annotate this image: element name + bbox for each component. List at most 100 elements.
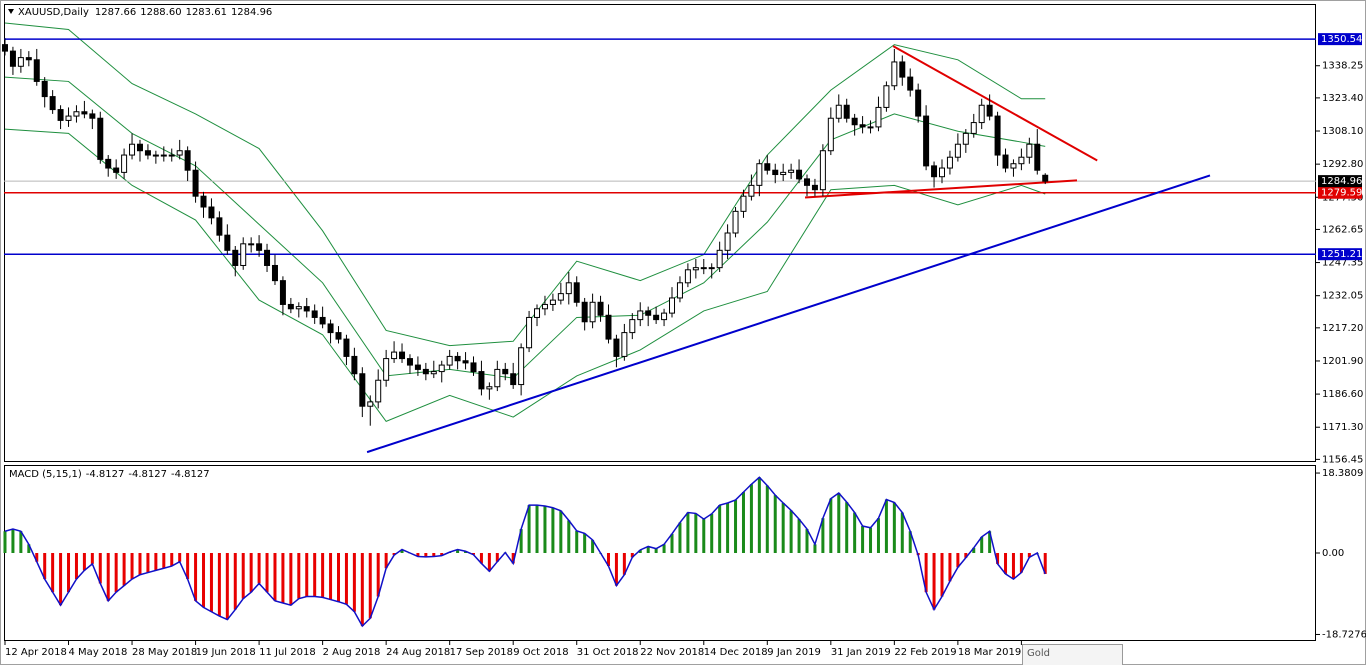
- macd-bar: [749, 484, 753, 553]
- x-tick-label: 14 Dec 2018: [704, 647, 768, 658]
- candle-body: [49, 96, 56, 111]
- candle-body: [923, 115, 930, 167]
- x-tick-label: 9 Oct 2018: [513, 647, 568, 658]
- macd-bar: [583, 533, 587, 553]
- macd-bar: [940, 553, 944, 597]
- candle-body: [256, 243, 263, 251]
- trendline: [892, 45, 1098, 162]
- candle-body: [335, 332, 342, 340]
- y-tick-label: -18.7276: [1322, 629, 1366, 640]
- candle-body: [351, 355, 358, 375]
- macd-bar: [908, 531, 912, 553]
- macd-bar: [257, 553, 261, 584]
- x-tick-label: 4 May 2018: [69, 647, 128, 658]
- macd-bar: [337, 553, 341, 602]
- macd-bar: [59, 553, 63, 606]
- macd-bar: [567, 520, 571, 553]
- macd-bar: [464, 551, 468, 553]
- candle-body: [470, 362, 477, 373]
- candle-body: [438, 364, 445, 373]
- macd-bar: [329, 553, 333, 600]
- candle-body: [573, 282, 580, 303]
- candle-body: [41, 80, 48, 98]
- macd-bar: [217, 553, 221, 617]
- macd-bar: [527, 505, 531, 553]
- macd-bar: [368, 553, 372, 619]
- candle-body: [931, 165, 938, 178]
- candle-body: [883, 85, 890, 108]
- macd-bar: [170, 553, 174, 567]
- candle-body: [700, 267, 707, 270]
- candle-body: [605, 314, 612, 340]
- y-tick-label: 1292.80: [1322, 159, 1363, 170]
- macd-bar: [686, 512, 690, 553]
- macd-bar: [972, 547, 976, 553]
- candle-body: [176, 150, 183, 156]
- level-label: 1350.54: [1321, 34, 1362, 45]
- macd-bar: [543, 506, 547, 553]
- macd-title: MACD (5,15,1): [9, 469, 82, 480]
- candle-body: [295, 306, 302, 310]
- macd-bar: [964, 553, 968, 558]
- candle-body: [661, 312, 668, 321]
- macd-bar: [892, 502, 896, 553]
- x-tick-label: 9 Jan 2019: [767, 647, 821, 658]
- macd-bar: [3, 531, 7, 553]
- macd-bar: [678, 522, 682, 553]
- candle-body: [208, 206, 215, 219]
- macd-bar: [67, 553, 71, 593]
- candle-body: [486, 386, 493, 390]
- macd-bar: [1027, 553, 1031, 558]
- macd-bar: [821, 518, 825, 553]
- macd-bar: [829, 498, 833, 553]
- y-tick-label: 1156.45: [1322, 454, 1363, 465]
- macd-bar: [511, 553, 515, 564]
- candle-body: [359, 373, 366, 407]
- tooltip-text: Gold: [1027, 648, 1050, 659]
- y-tick-label: 0.00: [1322, 548, 1344, 559]
- candle-body: [748, 184, 755, 197]
- candle-body: [462, 360, 469, 364]
- macd-bar: [662, 544, 666, 553]
- macd-header: MACD (5,15,1) -4.8127 -4.8127 -4.8127: [9, 469, 210, 480]
- macd-bar: [471, 553, 475, 555]
- candle-body: [653, 314, 660, 321]
- macd-bar: [757, 477, 761, 553]
- high-value: 1288.60: [140, 7, 181, 18]
- candle-body: [144, 150, 151, 156]
- macd-bar: [853, 512, 857, 553]
- macd-bar: [432, 553, 436, 557]
- macd-bar: [948, 553, 952, 582]
- macd-bar: [1019, 553, 1023, 573]
- candle-body: [915, 89, 922, 117]
- candle-body: [494, 368, 501, 388]
- x-tick-label: 24 Aug 2018: [386, 647, 450, 658]
- x-tick-label: 28 May 2018: [132, 647, 197, 658]
- macd-bar: [996, 553, 1000, 564]
- candle-body: [105, 158, 112, 169]
- macd-bar: [1011, 553, 1015, 580]
- macd-bar: [178, 553, 182, 562]
- candle-body: [65, 115, 72, 121]
- macd-bar: [606, 553, 610, 567]
- price-header: XAUUSD,Daily 1287.66 1288.60 1283.61 1284.96: [18, 7, 272, 18]
- candle-body: [113, 167, 120, 173]
- candle-body: [1010, 163, 1017, 169]
- y-tick-label: 1323.40: [1322, 93, 1363, 104]
- macd-bar: [273, 553, 277, 601]
- level-label-bg: [1318, 186, 1362, 199]
- candle-body: [835, 104, 842, 119]
- candle-body: [89, 113, 96, 119]
- menu-arrow[interactable]: [8, 9, 14, 14]
- candle-body: [549, 299, 556, 305]
- macd-bar: [861, 526, 865, 553]
- candle-body: [17, 57, 24, 67]
- macd-bar: [781, 502, 785, 553]
- macd-bar: [876, 518, 880, 553]
- candle-body: [692, 267, 699, 271]
- candle-body: [557, 293, 564, 301]
- macd-bar: [559, 510, 563, 553]
- macd-bar: [988, 531, 992, 553]
- candle-body: [168, 154, 175, 157]
